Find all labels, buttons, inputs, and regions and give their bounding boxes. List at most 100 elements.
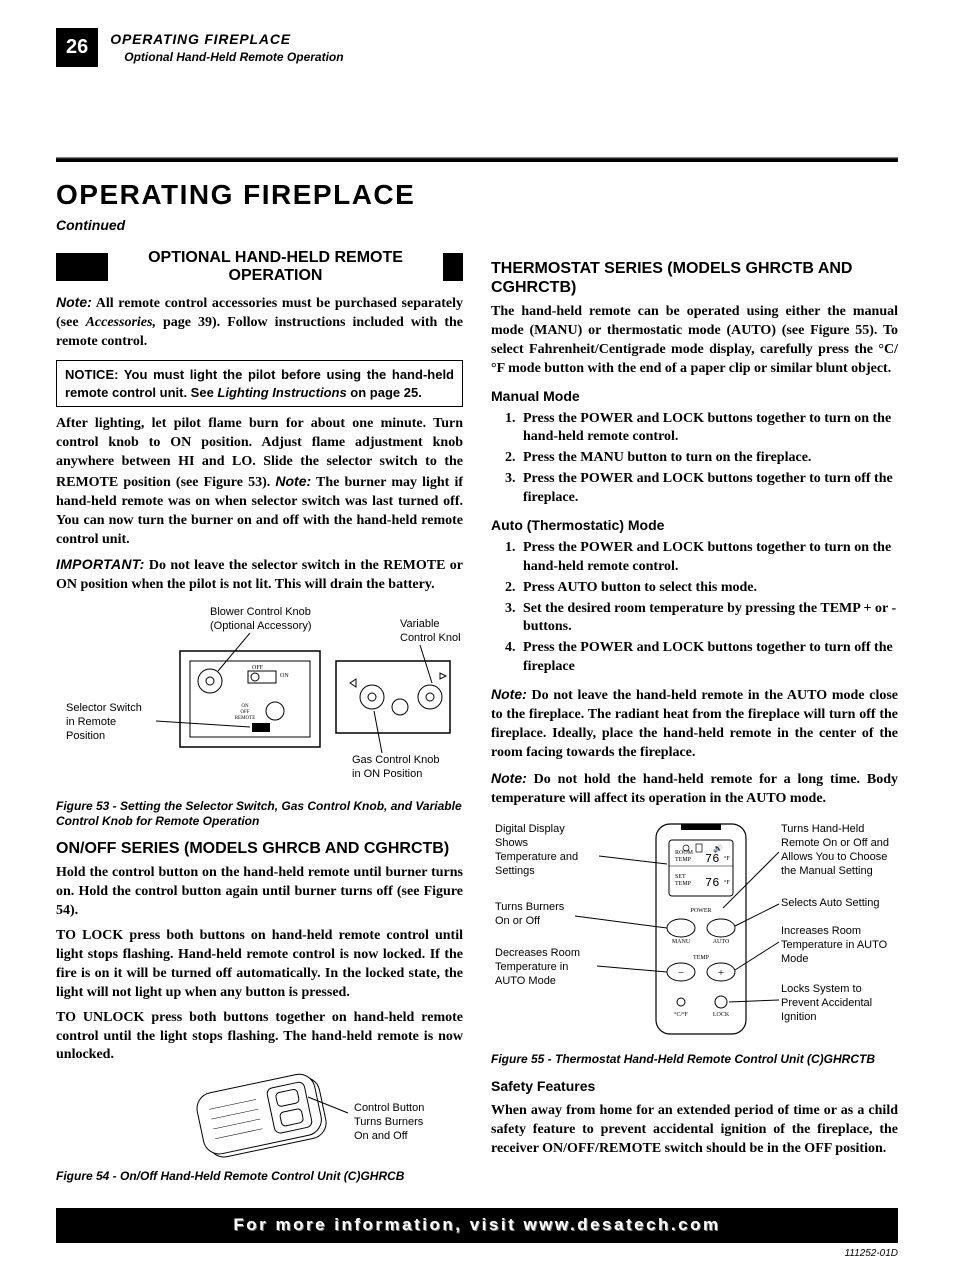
divider-rule [56,157,898,162]
svg-text:TEMP: TEMP [675,857,692,863]
svg-text:°C/°F: °C/°F [674,1011,688,1018]
svg-text:Selects Auto Setting: Selects Auto Setting [781,897,879,909]
manual-mode-list: Press the POWER and LOCK buttons togethe… [491,410,898,508]
important-label: IMPORTANT: [56,556,145,572]
svg-text:SET: SET [675,874,686,880]
heading-ornament-right [443,253,463,281]
page-header: 26 OPERATING FIREPLACE Optional Hand-Hel… [56,28,898,67]
manual-mode-heading: Manual Mode [491,387,898,406]
svg-text:Selector Switch: Selector Switch [66,702,142,714]
svg-text:Turns Burners: Turns Burners [354,1116,424,1128]
figure-54: Control Button Turns Burners On and Off [56,1073,463,1163]
svg-text:OFF: OFF [252,665,264,671]
svg-text:TEMP: TEMP [675,881,692,887]
svg-text:LOCK: LOCK [713,1012,730,1018]
svg-text:the Manual Setting: the Manual Setting [781,865,873,877]
left-column: OPTIONAL HAND-HELD REMOTE OPERATION Note… [56,249,463,1195]
svg-text:Turns Hand-Held: Turns Hand-Held [781,823,864,835]
list-item: Set the desired room temperature by pres… [519,600,898,638]
svg-text:MANU: MANU [672,939,691,945]
list-item: Press the POWER and LOCK buttons togethe… [519,470,898,508]
list-item: Press the MANU button to turn on the fir… [519,449,898,468]
notice-ref: Lighting Instructions [217,385,346,400]
svg-text:OFF: OFF [240,710,249,715]
figure-55: ROOM TEMP 76 °F SET TEMP 76 °F 🔊 POWER [491,816,898,1046]
svg-text:in Remote: in Remote [66,716,116,728]
svg-text:Gas Control Knob: Gas Control Knob [352,754,439,766]
svg-text:+: + [718,967,724,979]
right-column: THERMOSTAT SERIES (MODELS GHRCTB AND CGH… [491,249,898,1195]
remote-operation-heading: OPTIONAL HAND-HELD REMOTE OPERATION [118,249,433,286]
svg-text:REMOTE: REMOTE [234,716,255,721]
inline-note-label: Note: [275,473,311,489]
safety-features-heading: Safety Features [491,1077,898,1096]
svg-text:Increases Room: Increases Room [781,925,861,937]
svg-text:Allows You to Choose: Allows You to Choose [781,851,887,863]
auto-mode-heading: Auto (Thermostatic) Mode [491,516,898,535]
svg-text:AUTO Mode: AUTO Mode [495,975,556,987]
onoff-series-heading: ON/OFF SERIES (MODELS GHRCB AND CGHRCTB) [56,839,463,858]
svg-text:Ignition: Ignition [781,1011,816,1023]
figure-53-caption: Figure 53 - Setting the Selector Switch,… [56,799,463,829]
list-item: Press the POWER and LOCK buttons togethe… [519,410,898,448]
list-item: Press AUTO button to select this mode. [519,579,898,598]
svg-text:🔊: 🔊 [713,843,723,853]
safety-features-body: When away from home for an extended peri… [491,1102,898,1159]
svg-text:(Optional Accessory): (Optional Accessory) [210,620,311,632]
svg-text:Turns Burners: Turns Burners [495,901,565,913]
main-title: OPERATING FIREPLACE [56,176,898,214]
page-number: 26 [56,28,98,67]
svg-text:76: 76 [705,852,719,866]
figure-54-caption: Figure 54 - On/Off Hand-Held Remote Cont… [56,1169,463,1184]
footer-bar: For more information, visit www.desatech… [56,1208,898,1243]
note-auto-mode: Note: Do not leave the hand-held remote … [491,685,898,763]
header-subtitle: Optional Hand-Held Remote Operation [124,49,343,65]
svg-text:ON: ON [241,704,249,709]
svg-text:°F: °F [724,879,730,886]
svg-text:in ON Position: in ON Position [352,768,422,780]
svg-text:Decreases Room: Decreases Room [495,947,580,959]
figure-55-caption: Figure 55 - Thermostat Hand-Held Remote … [491,1052,898,1067]
svg-text:°F: °F [724,855,730,862]
svg-text:Blower Control Knob: Blower Control Knob [210,606,311,618]
svg-text:Locks System to: Locks System to [781,983,862,995]
svg-text:AUTO: AUTO [713,939,730,945]
notice-box: NOTICE: You must light the pilot before … [56,360,463,407]
thermostat-heading: THERMOSTAT SERIES (MODELS GHRCTB AND CGH… [491,259,898,297]
thermostat-intro: The hand-held remote can be operated usi… [491,303,898,379]
important-paragraph: IMPORTANT: Do not leave the selector swi… [56,555,463,595]
svg-text:Digital Display: Digital Display [495,823,565,835]
note-body-temp: Note: Do not hold the hand-held remote f… [491,769,898,809]
svg-text:TEMP: TEMP [693,955,710,961]
tolock-paragraph: TO LOCK press both buttons on hand-held … [56,927,463,1003]
svg-text:On and Off: On and Off [354,1130,409,1142]
svg-text:Temperature in AUTO: Temperature in AUTO [781,939,888,951]
svg-text:−: − [678,967,684,979]
svg-text:Settings: Settings [495,865,535,877]
header-title: OPERATING FIREPLACE [110,30,343,49]
note-remote-accessories: Note: All remote control accessories mus… [56,293,463,352]
svg-text:Prevent Accidental: Prevent Accidental [781,997,872,1009]
onoff-p1: Hold the control button on the hand-held… [56,864,463,921]
svg-text:Mode: Mode [781,953,809,965]
tolock-label: TO LOCK [56,928,123,943]
figure-53: Blower Control Knob (Optional Accessory)… [56,603,463,793]
after-lighting-paragraph: After lighting, let pilot flame burn for… [56,415,463,549]
document-id: 111252-01D [56,1247,898,1261]
svg-text:Shows: Shows [495,837,529,849]
svg-text:Control Knob: Control Knob [400,632,460,644]
svg-text:On or Off: On or Off [495,915,541,927]
svg-text:POWER: POWER [691,908,712,914]
tounlock-label: TO UNLOCK [56,1010,144,1025]
tounlock-paragraph: TO UNLOCK press both buttons together on… [56,1009,463,1066]
svg-text:Temperature and: Temperature and [495,851,578,863]
note-label: Note: [491,770,527,786]
heading-ornament-left [56,253,108,281]
list-item: Press the POWER and LOCK buttons togethe… [519,639,898,677]
note-ref: Accessories, [86,315,156,330]
continued-label: Continued [56,216,898,235]
svg-text:76: 76 [705,876,719,890]
notice-text-b: on page 25. [347,385,422,400]
auto-mode-list: Press the POWER and LOCK buttons togethe… [491,539,898,677]
svg-text:ON: ON [280,673,289,679]
